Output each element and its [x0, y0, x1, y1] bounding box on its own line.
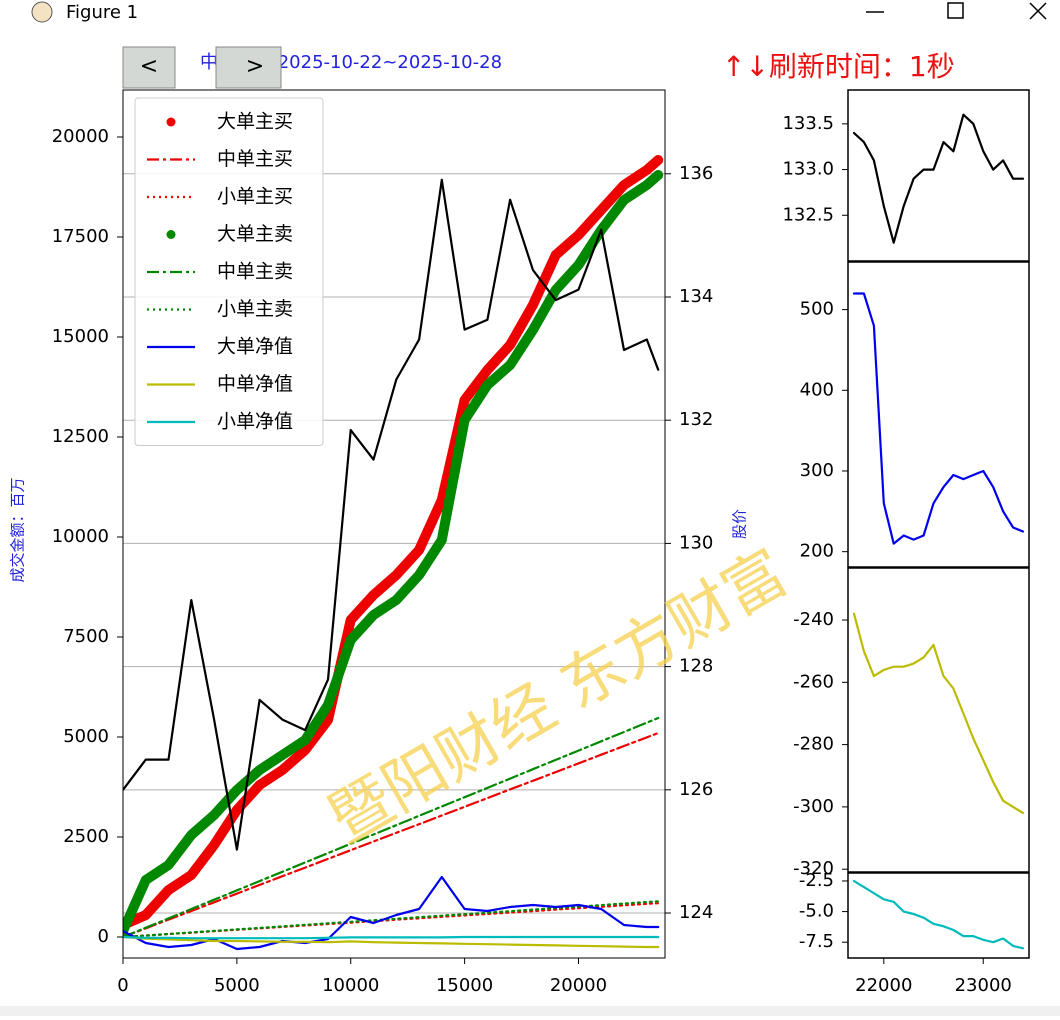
axes-frame — [847, 872, 1030, 959]
x-tick-label: 20000 — [550, 975, 607, 996]
axes-frame — [847, 89, 1030, 262]
legend-label: 小单净值 — [217, 411, 293, 433]
x-tick-label: 10000 — [322, 975, 379, 996]
series-layer — [852, 292, 1025, 545]
y-tick-label: 132.5 — [782, 204, 834, 225]
series-line — [852, 612, 1025, 815]
y-tick-label: 300 — [800, 460, 834, 481]
prev-button[interactable] — [122, 46, 176, 89]
series-layer — [852, 879, 1025, 950]
x-tick-label: 22000 — [855, 975, 912, 996]
y-tick-label: -240 — [793, 609, 834, 630]
plot-area — [848, 262, 1029, 567]
y2-tick-label: 130 — [679, 532, 713, 553]
next-button[interactable] — [215, 46, 282, 89]
plots: 0250050007500100001250015000175002000012… — [9, 52, 1030, 996]
series-layer — [123, 155, 664, 951]
series-line — [123, 935, 660, 940]
axes-frame — [122, 89, 666, 959]
y2-tick-label: 128 — [679, 656, 713, 677]
series-line — [123, 155, 664, 930]
y-tick-label: -320 — [793, 858, 834, 879]
series-line — [123, 178, 660, 851]
series-line — [852, 113, 1025, 244]
y-tick-label: -5.0 — [799, 901, 834, 922]
legend-label: 大单主买 — [217, 111, 293, 133]
y-axis-label: 成交金额：百万 — [9, 477, 27, 582]
y-tick-label: 2500 — [63, 826, 109, 847]
app-icon — [31, 1, 53, 23]
maximize-button[interactable] — [947, 2, 964, 19]
legend-box — [134, 97, 324, 446]
x-tick-label: 0 — [117, 975, 128, 996]
y2-tick-label: 134 — [679, 286, 713, 307]
y-tick-label: 400 — [800, 379, 834, 400]
title-bar — [0, 0, 1060, 26]
y2-tick-label: 136 — [679, 163, 713, 184]
y-tick-label: 0 — [98, 926, 109, 947]
legend-label: 中单净值 — [217, 373, 293, 395]
plot-area — [848, 873, 1029, 958]
y-tick-label: 500 — [800, 299, 834, 320]
y-tick-label: 200 — [800, 541, 834, 562]
legend-label: 中单主买 — [217, 148, 293, 170]
series-line — [123, 716, 660, 939]
close-button[interactable] — [1029, 2, 1047, 20]
y2-tick-label: 124 — [679, 902, 713, 923]
y2-tick-label: 132 — [679, 409, 713, 430]
series-layer — [852, 612, 1025, 815]
y-tick-label: 15000 — [52, 326, 109, 347]
series-line — [852, 879, 1025, 950]
next-button-label[interactable]: > — [246, 54, 264, 79]
legend-label: 小单主买 — [217, 186, 293, 208]
y-tick-label: 20000 — [52, 126, 109, 147]
y-tick-label: 133.5 — [782, 113, 834, 134]
x-tick-label: 5000 — [214, 975, 260, 996]
legend-marker — [166, 230, 176, 239]
legend-label: 小单主卖 — [217, 298, 293, 320]
x-tick-label: 15000 — [436, 975, 493, 996]
y-tick-label: 10000 — [52, 526, 109, 547]
y-tick-label: 133.0 — [782, 159, 834, 180]
legend-label: 中单主卖 — [217, 261, 293, 283]
legend-label: 大单主卖 — [217, 223, 293, 245]
status-bar — [0, 1006, 1060, 1016]
legend-marker — [166, 117, 176, 127]
y-tick-label: 5000 — [63, 726, 109, 747]
series-line — [123, 935, 660, 949]
series-line — [123, 900, 660, 939]
y-tick-label: 17500 — [52, 226, 109, 247]
x-tick-label: 23000 — [955, 975, 1012, 996]
y-tick-label: -300 — [793, 796, 834, 817]
series-line — [123, 731, 660, 939]
y-tick-label: 12500 — [52, 426, 109, 447]
y-tick-label: -260 — [793, 671, 834, 692]
window-title: Figure 1 — [66, 2, 138, 23]
axes-frame — [847, 567, 1030, 873]
plot-area — [848, 90, 1029, 261]
y-tick-label: -280 — [793, 734, 834, 755]
y-tick-label: -2.5 — [799, 870, 834, 891]
refresh-info: ↑↓刷新时间：1秒 — [722, 50, 955, 83]
series-layer — [852, 113, 1025, 244]
y2-tick-label: 126 — [679, 779, 713, 800]
y2-axis-label: 股价 — [731, 509, 749, 539]
legend-label: 大单净值 — [217, 336, 293, 358]
prev-button-label[interactable]: < — [140, 54, 158, 79]
axes-frame — [847, 261, 1030, 568]
y-tick-label: -7.5 — [799, 931, 834, 952]
series-line — [123, 170, 664, 936]
y-tick-label: 7500 — [63, 626, 109, 647]
series-line — [852, 292, 1025, 545]
plot-area — [848, 568, 1029, 872]
